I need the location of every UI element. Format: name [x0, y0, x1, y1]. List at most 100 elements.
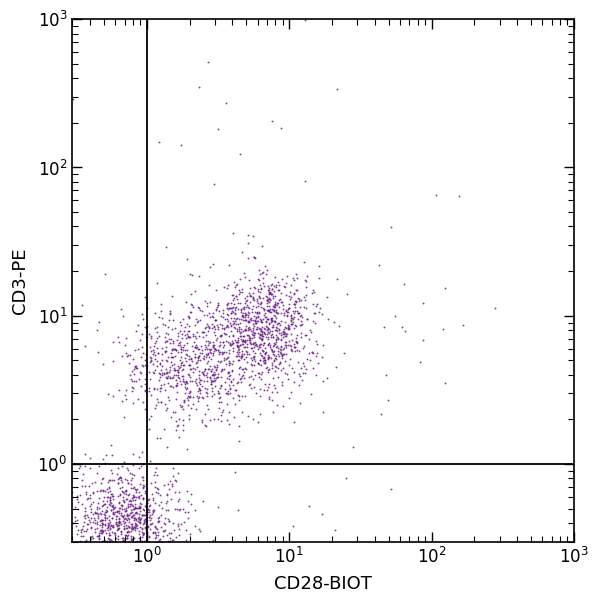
Point — [270, 311, 280, 321]
Point — [95, 461, 104, 471]
Point — [246, 315, 256, 324]
Point — [179, 326, 189, 336]
Point — [284, 324, 294, 334]
Point — [175, 400, 185, 410]
Point — [340, 348, 349, 358]
Point — [274, 325, 283, 335]
Point — [194, 344, 203, 354]
Point — [245, 303, 254, 313]
Point — [236, 306, 245, 315]
Point — [233, 342, 243, 352]
Point — [102, 506, 112, 516]
Point — [135, 506, 145, 516]
Point — [46, 530, 56, 540]
Point — [185, 372, 194, 382]
Point — [126, 508, 136, 518]
Point — [82, 494, 92, 504]
Point — [278, 401, 288, 411]
Point — [164, 528, 173, 538]
Point — [233, 304, 243, 313]
Point — [203, 364, 212, 374]
Point — [167, 324, 177, 333]
Point — [95, 520, 105, 530]
Point — [162, 403, 172, 413]
Point — [79, 526, 88, 536]
Point — [259, 353, 269, 363]
Point — [103, 521, 112, 530]
Point — [280, 324, 289, 333]
Point — [276, 365, 286, 375]
Point — [151, 522, 160, 532]
Point — [114, 338, 124, 347]
Point — [223, 300, 232, 310]
Point — [230, 399, 239, 409]
Point — [80, 537, 89, 547]
Point — [318, 340, 328, 350]
Point — [115, 516, 124, 525]
Point — [124, 550, 133, 560]
Point — [108, 503, 118, 512]
Point — [91, 554, 101, 564]
Point — [226, 326, 235, 336]
Point — [106, 521, 115, 530]
Point — [193, 352, 202, 362]
Point — [223, 387, 232, 396]
Point — [248, 325, 257, 335]
Point — [275, 358, 284, 368]
Point — [161, 498, 171, 508]
Point — [100, 499, 110, 509]
Point — [217, 320, 227, 330]
Point — [90, 477, 100, 486]
Point — [268, 341, 277, 350]
Point — [210, 315, 220, 324]
Point — [256, 342, 265, 352]
Point — [224, 406, 234, 416]
Point — [111, 519, 121, 529]
Point — [121, 530, 131, 540]
Point — [127, 531, 136, 541]
Point — [191, 343, 201, 353]
Point — [119, 504, 129, 513]
Point — [191, 350, 200, 359]
Point — [243, 411, 253, 421]
Point — [116, 518, 125, 527]
Point — [200, 420, 209, 430]
Point — [263, 327, 273, 336]
Point — [266, 353, 275, 363]
Point — [247, 304, 257, 314]
Point — [202, 368, 212, 378]
Point — [122, 533, 132, 542]
Point — [156, 384, 166, 393]
Point — [177, 357, 187, 367]
Point — [218, 365, 227, 375]
Point — [163, 374, 172, 384]
Point — [142, 332, 151, 342]
Point — [122, 548, 131, 557]
Point — [143, 321, 152, 331]
Point — [130, 500, 140, 509]
X-axis label: CD28-BIOT: CD28-BIOT — [274, 575, 372, 593]
Point — [99, 553, 109, 563]
Point — [289, 289, 299, 298]
Point — [133, 344, 143, 354]
Point — [104, 556, 113, 566]
Point — [145, 352, 154, 361]
Point — [176, 519, 186, 528]
Point — [121, 523, 130, 533]
Point — [154, 488, 163, 498]
Point — [266, 315, 276, 324]
Point — [274, 359, 283, 369]
Point — [200, 383, 210, 393]
Point — [127, 522, 137, 532]
Point — [253, 329, 263, 338]
Point — [106, 465, 116, 475]
Point — [290, 321, 300, 330]
Point — [300, 330, 310, 340]
Point — [222, 353, 232, 363]
Point — [104, 576, 114, 586]
Point — [266, 330, 276, 340]
Point — [169, 336, 178, 345]
Point — [104, 475, 114, 485]
Point — [236, 327, 246, 337]
Point — [139, 549, 149, 559]
